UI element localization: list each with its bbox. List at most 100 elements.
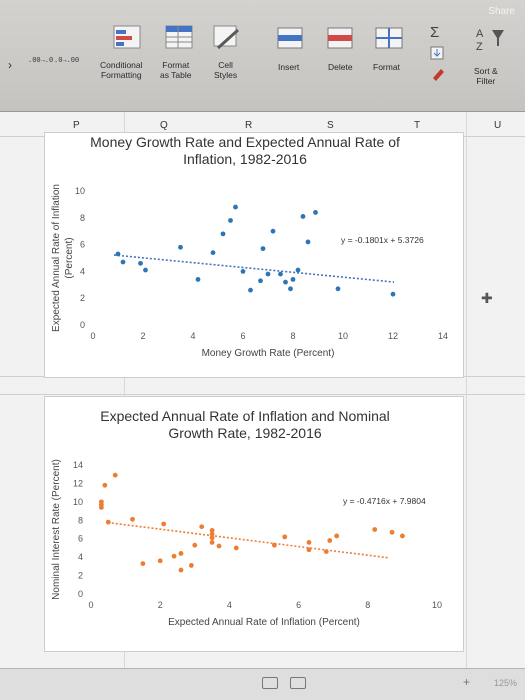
data-point — [171, 553, 177, 559]
trendline-equation: y = -0.1801x + 5.3726 — [341, 235, 424, 245]
data-point — [105, 519, 111, 525]
format-as-table-button[interactable]: Format as Table — [160, 60, 192, 80]
data-point — [282, 534, 288, 540]
x-tick-label: 8 — [290, 331, 295, 341]
autosum-icon[interactable]: Σ — [430, 24, 440, 41]
column-gridline — [466, 112, 467, 672]
chevron-right-icon[interactable]: › — [8, 58, 12, 72]
x-axis-title: Expected Annual Rate of Inflation (Perce… — [168, 617, 360, 628]
data-point — [143, 267, 148, 273]
y-tick-label: 10 — [75, 186, 85, 196]
data-point — [140, 561, 146, 566]
y-tick-label: 2 — [80, 293, 85, 303]
insert-button[interactable]: Insert — [278, 62, 300, 72]
data-point — [209, 531, 215, 537]
data-point — [199, 524, 205, 530]
data-point — [209, 540, 215, 545]
data-point — [389, 529, 395, 535]
data-point — [161, 521, 167, 527]
data-point — [260, 246, 266, 252]
data-point — [209, 535, 215, 541]
x-tick-label: 6 — [296, 600, 301, 610]
data-point — [400, 533, 405, 539]
trendline — [111, 522, 389, 559]
zoom-in-icon[interactable]: + — [462, 675, 470, 689]
increase-decimal-button[interactable]: .0→.00 — [54, 57, 80, 65]
data-point — [327, 538, 333, 543]
y-tick-label: 14 — [73, 460, 83, 470]
data-point — [112, 472, 118, 478]
cell-cursor-icon: ✚ — [481, 290, 493, 306]
x-tick-label: 10 — [338, 331, 348, 341]
x-tick-label: 10 — [432, 600, 442, 610]
data-point — [334, 533, 340, 539]
data-point — [216, 543, 222, 549]
data-point — [102, 482, 108, 488]
data-point — [270, 228, 276, 234]
data-point — [98, 504, 104, 510]
column-header-r[interactable]: R — [245, 120, 253, 131]
cell-styles-icon[interactable] — [212, 24, 244, 52]
data-point — [178, 551, 184, 556]
y-tick-label: 12 — [73, 478, 83, 488]
y-tick-label: 0 — [80, 320, 85, 330]
y-tick-label: 0 — [78, 589, 83, 599]
column-header-q[interactable]: Q — [160, 120, 168, 131]
chart1-svg: Money Growth Rate and Expected Annual Ra… — [51, 134, 448, 359]
cell-styles-button[interactable]: Cell Styles — [214, 60, 238, 80]
data-point — [233, 545, 239, 551]
column-header-s[interactable]: S — [327, 120, 334, 131]
status-bar: + 125% — [0, 668, 525, 700]
data-point — [130, 516, 135, 522]
row-gridline — [0, 394, 525, 395]
data-point — [178, 244, 183, 250]
x-tick-label: 12 — [388, 331, 398, 341]
data-point — [138, 260, 143, 266]
x-tick-label: 14 — [438, 331, 448, 341]
data-point — [248, 287, 253, 293]
x-tick-label: 2 — [140, 331, 145, 341]
data-point — [258, 278, 263, 284]
decrease-decimal-button[interactable]: .00→.0 — [28, 57, 54, 65]
data-point — [323, 549, 329, 555]
x-tick-label: 6 — [240, 331, 245, 341]
x-axis-title: Money Growth Rate (Percent) — [202, 348, 335, 359]
y-axis-title: Nominal Interest Rate (Percent) — [51, 459, 62, 600]
column-header-u[interactable]: U — [494, 120, 502, 131]
y-tick-label: 10 — [73, 497, 83, 507]
page-layout-icon[interactable] — [290, 677, 306, 689]
data-point — [115, 251, 121, 257]
column-header-t[interactable]: T — [414, 120, 421, 131]
zoom-level[interactable]: 125% — [493, 678, 517, 688]
conditional-formatting-icon[interactable] — [112, 24, 144, 52]
data-point — [295, 267, 301, 273]
clear-icon[interactable] — [430, 66, 446, 82]
chart-money-growth-inflation[interactable]: Money Growth Rate and Expected Annual Ra… — [44, 132, 464, 378]
delete-button[interactable]: Delete — [328, 62, 353, 72]
x-tick-label: 2 — [158, 600, 163, 610]
x-tick-label: 4 — [190, 331, 195, 341]
chart-inflation-nominal-rate[interactable]: Expected Annual Rate of Inflation and No… — [44, 396, 464, 652]
share-button[interactable]: Share — [488, 6, 515, 17]
data-point — [290, 277, 296, 282]
fill-icon[interactable] — [430, 46, 444, 60]
data-point — [240, 269, 246, 274]
delete-cells-icon[interactable] — [326, 26, 356, 52]
format-as-table-icon[interactable] — [164, 24, 196, 52]
chart-title: Inflation, 1982-2016 — [183, 151, 307, 167]
data-point — [188, 563, 194, 568]
data-point — [372, 527, 378, 532]
column-header-p[interactable]: P — [73, 120, 80, 131]
format-cells-icon[interactable] — [374, 26, 406, 52]
data-point — [306, 547, 312, 553]
svg-text:Z: Z — [476, 41, 483, 53]
format-button[interactable]: Format — [373, 62, 400, 72]
x-tick-label: 4 — [227, 600, 232, 610]
data-point — [178, 567, 184, 573]
conditional-formatting-button[interactable]: Conditional Formatting — [100, 60, 143, 80]
data-point — [271, 542, 277, 548]
sort-filter-button[interactable]: Sort & Filter — [474, 66, 498, 86]
sort-filter-icon[interactable]: A Z — [474, 24, 508, 58]
insert-cells-icon[interactable] — [276, 26, 306, 52]
normal-view-icon[interactable] — [262, 677, 278, 689]
